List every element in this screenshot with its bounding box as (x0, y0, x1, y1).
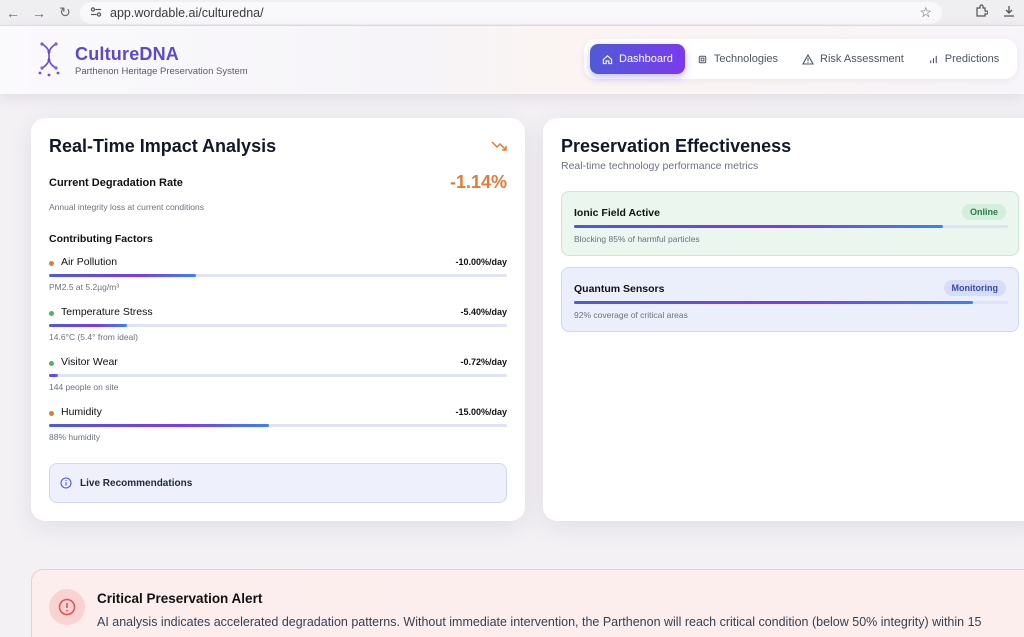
metric-progress-track (574, 301, 1008, 304)
nav-technologies-label: Technologies (713, 53, 779, 65)
factor-progress-track (49, 374, 507, 377)
factor-row: Visitor Wear -0.72%/day 144 people on si… (49, 356, 507, 404)
factor-name: Air Pollution (61, 256, 118, 268)
brand-subtitle: Parthenon Heritage Preservation System (75, 66, 248, 77)
degradation-rate-description: Annual integrity loss at current conditi… (49, 202, 204, 212)
factor-progress-fill (49, 374, 59, 377)
warning-icon (802, 53, 814, 65)
metric-card-ionic-field: Ionic Field Active Online Blocking 85% o… (561, 191, 1019, 256)
main-nav: Dashboard Technologies Risk Assessment P… (584, 39, 1018, 79)
factor-note: PM2.5 at 5.2µg/m³ (49, 282, 120, 292)
factor-name: Visitor Wear (61, 356, 118, 368)
metric-note: 92% coverage of critical areas (574, 310, 688, 320)
brand-title: CultureDNA (75, 44, 179, 64)
metric-name: Quantum Sensors (574, 283, 665, 295)
nav-risk-assessment[interactable]: Risk Assessment (790, 44, 916, 74)
address-bar[interactable]: app.wordable.ai/culturedna/ ☆ (80, 2, 942, 24)
back-arrow-icon[interactable]: ← (6, 4, 20, 21)
contributing-factors-heading: Contributing Factors (49, 233, 153, 245)
factor-progress-fill (49, 424, 269, 427)
status-badge: Online (961, 204, 1006, 220)
app-header: CultureDNA Parthenon Heritage Preservati… (0, 26, 1024, 94)
home-icon (602, 54, 613, 64)
factor-progress-track (49, 324, 507, 327)
factor-value: -10.00%/day (455, 257, 507, 267)
factor-note: 88% humidity (49, 432, 101, 442)
status-badge: Monitoring (943, 280, 1006, 296)
status-dot (49, 261, 54, 266)
factor-progress-fill (49, 324, 127, 327)
site-settings-icon[interactable] (90, 6, 102, 21)
factor-note: 14.6°C (5.4° from ideal) (49, 332, 139, 342)
info-icon (60, 477, 72, 489)
metric-progress-fill (574, 225, 943, 228)
metric-name: Ionic Field Active (574, 207, 660, 219)
degradation-rate-value: -1.14% (449, 172, 507, 192)
dna-logo-icon (38, 42, 60, 77)
metric-card-quantum-sensors: Quantum Sensors Monitoring 92% coverage … (561, 267, 1019, 332)
status-dot (49, 411, 54, 416)
impact-title: Real-Time Impact Analysis (49, 136, 277, 156)
factor-value: -5.40%/day (460, 307, 507, 317)
factor-name: Humidity (61, 406, 102, 418)
cpu-icon (698, 55, 707, 63)
factor-progress-track (49, 274, 507, 277)
metric-progress-fill (574, 301, 974, 304)
alert-message: AI analysis indicates accelerated degrad… (97, 615, 982, 629)
nav-dashboard-label: Dashboard (619, 53, 673, 65)
status-dot (49, 311, 54, 316)
factor-row: Temperature Stress -5.40%/day 14.6°C (5.… (49, 306, 507, 354)
alert-title: Critical Preservation Alert (97, 591, 263, 606)
extensions-icon[interactable] (974, 3, 989, 23)
nav-risk-label: Risk Assessment (820, 53, 904, 65)
browser-toolbar: ← → ↻ app.wordable.ai/culturedna/ ☆ (0, 0, 1024, 26)
effectiveness-subtitle: Real-time technology performance metrics (561, 160, 759, 172)
download-icon[interactable] (1002, 4, 1016, 23)
factor-value: -0.72%/day (460, 357, 507, 367)
nav-predictions[interactable]: Predictions (916, 44, 1011, 74)
bar-chart-icon (929, 55, 937, 63)
trending-down-icon (491, 141, 507, 151)
status-dot (49, 361, 54, 366)
factor-value: -15.00%/day (455, 407, 507, 417)
live-recommendations-panel[interactable]: Live Recommendations (49, 463, 507, 503)
factor-name: Temperature Stress (61, 306, 153, 318)
metric-note: Blocking 85% of harmful particles (574, 234, 700, 244)
alert-circle-icon (49, 589, 85, 625)
url-text: app.wordable.ai/culturedna/ (110, 6, 264, 20)
factor-row: Air Pollution -10.00%/day PM2.5 at 5.2µg… (49, 256, 507, 304)
factor-progress-track (49, 424, 507, 427)
factor-row: Humidity -15.00%/day 88% humidity (49, 406, 507, 454)
reload-icon[interactable]: ↻ (59, 4, 71, 20)
nav-technologies[interactable]: Technologies (685, 44, 790, 74)
nav-predictions-label: Predictions (944, 53, 1000, 65)
effectiveness-title: Preservation Effectiveness (561, 136, 792, 156)
forward-arrow-icon[interactable]: → (32, 4, 46, 21)
factor-note: 144 people on site (49, 382, 119, 392)
metric-progress-track (574, 225, 1008, 228)
nav-dashboard[interactable]: Dashboard (590, 44, 685, 74)
factor-progress-fill (49, 274, 196, 277)
degradation-rate-label: Current Degradation Rate (49, 177, 183, 189)
critical-alert-banner: Critical Preservation Alert AI analysis … (31, 569, 1024, 637)
bookmark-star-icon[interactable]: ☆ (919, 4, 932, 20)
impact-analysis-card: Real-Time Impact Analysis Current Degrad… (31, 118, 525, 521)
live-recommendations-label: Live Recommendations (80, 477, 193, 489)
preservation-effectiveness-card: Preservation Effectiveness Real-time tec… (543, 118, 1024, 521)
